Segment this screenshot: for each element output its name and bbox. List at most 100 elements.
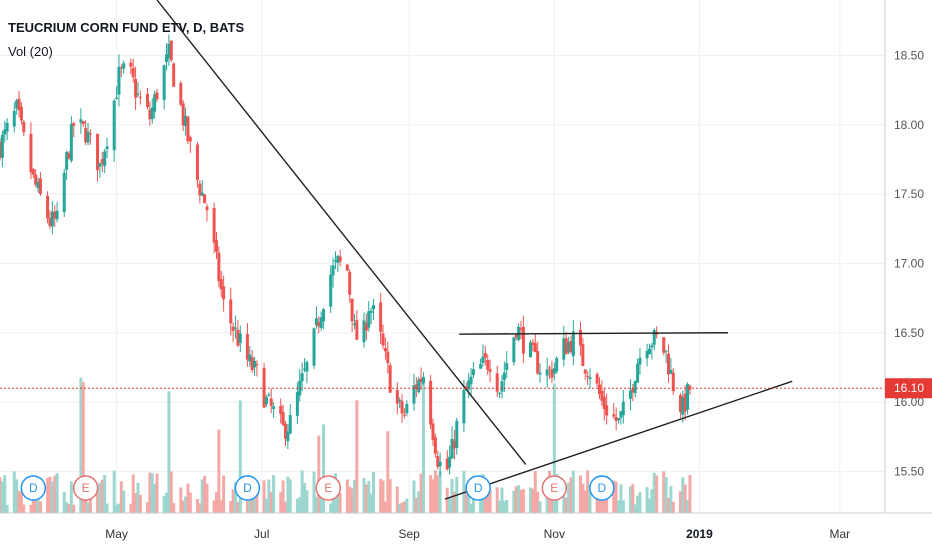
candle-body — [564, 338, 568, 355]
trendline[interactable] — [459, 332, 728, 335]
volume-bar — [286, 476, 290, 513]
candle-body — [279, 405, 283, 414]
candle-body — [281, 411, 285, 425]
volume-bar — [678, 491, 682, 513]
candle-body — [96, 133, 100, 171]
trendline[interactable] — [444, 380, 793, 500]
volume-bar — [295, 498, 299, 513]
trendline[interactable] — [156, 0, 527, 465]
volume-bar — [402, 501, 406, 513]
candle-body — [647, 348, 651, 355]
volume-bar — [581, 483, 585, 513]
volume-bar — [0, 481, 4, 513]
volume-bar — [100, 479, 104, 513]
candle-body — [15, 100, 19, 109]
candle-body — [29, 133, 33, 173]
volume-bar — [533, 471, 537, 513]
candle-body — [188, 137, 192, 142]
candle-body — [169, 40, 173, 61]
candle-body — [112, 100, 116, 151]
volume-bar — [264, 498, 268, 513]
trendlines[interactable] — [156, 0, 793, 500]
candle-body — [100, 159, 104, 164]
volume-bar — [469, 503, 473, 513]
volume-bar — [552, 383, 556, 513]
volume-bar — [633, 504, 637, 513]
candle-body — [683, 393, 687, 412]
candle-body — [364, 323, 368, 331]
dividend-marker[interactable]: D — [20, 475, 47, 501]
candle-body — [429, 380, 433, 425]
candle-body — [212, 207, 216, 243]
volume-bar — [167, 391, 171, 513]
candle-body — [531, 342, 535, 345]
volume-bar — [231, 489, 235, 513]
volume-bar — [53, 475, 57, 513]
volume-bar — [283, 501, 287, 513]
x-tick-label: Jul — [254, 527, 269, 541]
volume-bar — [429, 475, 433, 513]
candle-body — [388, 365, 392, 393]
y-tick-label: 18.00 — [894, 118, 924, 132]
candle-body — [179, 83, 183, 105]
volume-bar — [314, 496, 318, 513]
event-marker-label: E — [324, 481, 332, 495]
event-marker-label: D — [598, 481, 607, 495]
candle-body — [479, 364, 483, 369]
candle-body — [455, 420, 459, 448]
candle-body — [519, 328, 523, 330]
candle-body — [631, 388, 635, 393]
candle-body — [562, 338, 566, 360]
earnings-marker[interactable]: E — [72, 475, 99, 501]
volume-bar — [595, 498, 599, 513]
volume-bar — [205, 483, 209, 513]
dividend-marker[interactable]: D — [465, 475, 491, 501]
candle-body — [445, 458, 449, 470]
candle-body — [483, 352, 487, 358]
candle-body — [350, 298, 354, 322]
event-marker-circle — [465, 475, 491, 501]
candle-body — [379, 302, 383, 332]
earnings-marker[interactable]: E — [315, 475, 342, 501]
candle-body — [619, 411, 623, 418]
volume-bar — [414, 497, 418, 513]
candle-body — [253, 360, 257, 368]
dividend-marker[interactable]: D — [234, 475, 261, 501]
volume-bar — [336, 480, 340, 513]
volume-bar — [281, 480, 285, 513]
volume-bar — [486, 495, 490, 513]
candle-body — [5, 122, 9, 132]
candle-body — [612, 414, 616, 417]
y-tick-label: 17.00 — [894, 256, 924, 270]
candle-body — [550, 369, 554, 378]
candle-body — [348, 271, 352, 295]
candle-body — [184, 115, 188, 126]
candle-body — [38, 178, 42, 194]
volume-bar — [505, 499, 509, 513]
x-tick-label: Sep — [399, 527, 421, 541]
volume-bar — [238, 400, 242, 513]
candle-body — [500, 381, 504, 392]
volume-bar — [46, 478, 50, 513]
candle-body — [250, 357, 254, 371]
volume-bar — [129, 503, 133, 513]
candle-body — [150, 107, 154, 120]
candle-body — [238, 333, 242, 344]
earnings-marker[interactable]: E — [541, 475, 568, 501]
candle-body — [433, 437, 437, 454]
volume-bar — [400, 502, 404, 513]
volume-bar — [148, 472, 152, 513]
dividend-marker[interactable]: D — [589, 475, 615, 501]
volume-bar — [662, 471, 666, 513]
volume-bar — [29, 504, 33, 513]
volume-bar — [612, 480, 616, 513]
candle-body — [283, 423, 287, 439]
volume-bar — [619, 484, 623, 513]
volume-bar — [131, 474, 135, 513]
volume-bar — [367, 481, 371, 513]
volume-indicator-label: Vol (20) — [8, 44, 53, 59]
volume-bar — [464, 489, 468, 513]
candle-body — [181, 103, 185, 126]
